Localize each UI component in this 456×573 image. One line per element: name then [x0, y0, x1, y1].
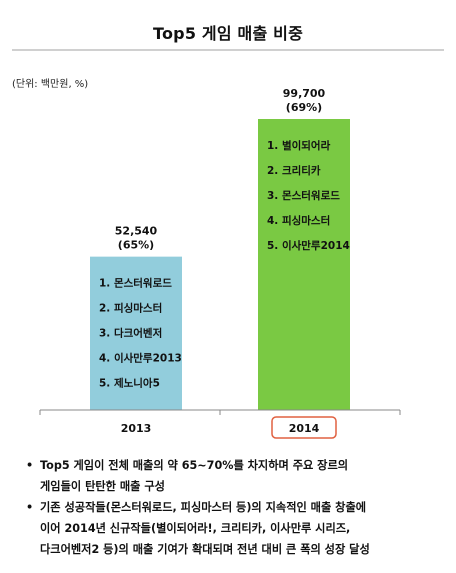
value-label-2014: 99,700 [283, 87, 326, 100]
bar-2014 [258, 119, 350, 410]
bar-item-2013-3: 3. 다크어벤저 [99, 327, 162, 340]
note-line: 이어 2014년 신규작들(별이되어라!, 크리티카, 이사만루 시리즈, [40, 522, 351, 535]
bullet-icon: • [26, 501, 34, 514]
bar-item-2013-1: 1. 몬스터워로드 [99, 277, 172, 290]
page-title: Top5 게임 매출 비중 [153, 24, 303, 43]
note-line: 기존 성공작들(몬스터워로드, 피싱마스터 등)의 지속적인 매출 창출에 [40, 501, 367, 514]
highlight-box-2014 [271, 416, 337, 439]
share-label-2014: (69%) [286, 101, 322, 114]
note-line: Top5 게임이 전체 매출의 약 65~70%를 차지하며 주요 장르의 [40, 459, 349, 472]
bar-item-2014-5: 5. 이사만루2014 [267, 239, 350, 252]
title-divider [12, 49, 444, 51]
bar-item-2013-2: 2. 피싱마스터 [99, 302, 162, 315]
bar-item-2014-2: 2. 크리티카 [267, 164, 321, 177]
share-label-2013: (65%) [118, 239, 154, 252]
bullet-icon: • [26, 459, 34, 472]
unit-label: (단위: 백만원, %) [12, 79, 89, 90]
x-tick-2013: 2013 [121, 422, 152, 435]
note-line: 게임들이 탄탄한 매출 구성 [40, 480, 165, 493]
value-label-2013: 52,540 [115, 225, 158, 238]
bar-chart: 52,540(65%) 1. 몬스터워로드 2. 피싱마스터 3. 다크어벤저 4. 이… [39, 87, 401, 439]
note-line: 다크어벤저2 등)의 매출 기여가 확대되며 전년 대비 큰 폭의 성장 달성 [40, 543, 370, 556]
bar-item-2013-5: 5. 제노니아5 [99, 377, 160, 390]
bar-item-2014-1: 1. 별이되어라 [267, 139, 331, 152]
bar-item-2014-3: 3. 몬스터워로드 [267, 189, 340, 202]
bar-item-2013-4: 4. 이사만루2013 [99, 352, 182, 365]
x-tick-2014: 2014 [289, 422, 320, 435]
bar-item-2014-4: 4. 피싱마스터 [267, 214, 330, 227]
bar-2013 [90, 256, 182, 410]
